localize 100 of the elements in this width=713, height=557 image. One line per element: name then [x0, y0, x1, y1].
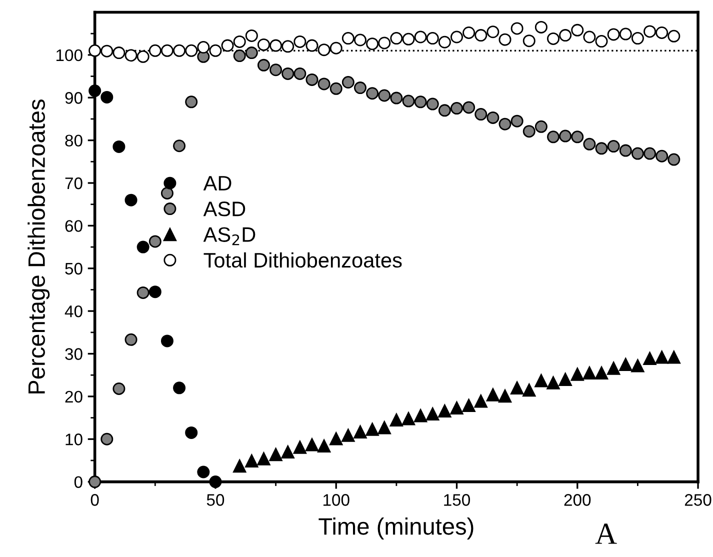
point: [402, 94, 415, 108]
point: [547, 130, 560, 144]
point: [318, 44, 330, 56]
point: [606, 362, 620, 375]
point: [124, 333, 138, 346]
x-tick-label: 0: [90, 494, 99, 506]
point: [462, 398, 476, 412]
point: [607, 140, 620, 153]
point: [136, 240, 150, 254]
point: [414, 30, 427, 44]
point: [257, 58, 270, 72]
point: [160, 334, 174, 348]
point: [438, 104, 451, 117]
point: [390, 413, 404, 427]
point: [124, 194, 138, 206]
point: [631, 32, 644, 45]
point: [282, 40, 294, 53]
y-tick-label: 70: [65, 177, 82, 190]
point: [342, 76, 354, 89]
point: [306, 73, 318, 86]
point: [136, 286, 150, 299]
point: [233, 50, 246, 62]
point: [644, 25, 656, 38]
y-tick-label: 20: [65, 390, 82, 403]
point: [510, 381, 524, 394]
point: [100, 44, 114, 58]
legend-label: ASD: [203, 202, 246, 216]
point: [354, 82, 366, 94]
point: [631, 359, 644, 372]
x-tick-label: 150: [444, 494, 470, 506]
point: [668, 153, 680, 166]
point: [462, 26, 476, 39]
point: [112, 382, 126, 395]
point: [558, 372, 572, 386]
point: [547, 32, 560, 45]
point: [583, 138, 596, 150]
point: [221, 39, 234, 52]
point: [185, 426, 198, 439]
point: [209, 44, 222, 57]
text: A: [595, 524, 617, 544]
point: [173, 140, 186, 152]
legend-label: AD: [203, 176, 232, 190]
point: [88, 476, 102, 488]
point: [390, 92, 403, 104]
point: [619, 144, 632, 157]
point: [318, 78, 330, 90]
point: [619, 28, 632, 40]
point: [668, 30, 680, 42]
point: [366, 422, 379, 436]
point: [390, 32, 403, 45]
point: [498, 118, 512, 130]
point: [306, 39, 318, 52]
point: [450, 102, 463, 115]
point: [185, 96, 198, 108]
point: [570, 368, 584, 381]
y-tick-label: 60: [65, 220, 82, 232]
x-axis-title: Time (minutes): [318, 517, 474, 540]
point: [173, 382, 186, 394]
point: [185, 44, 198, 57]
x-tick-label: 100: [323, 494, 350, 506]
point: [136, 50, 150, 63]
point: [173, 44, 186, 57]
point: [366, 87, 379, 100]
point: [462, 101, 476, 114]
x-tick-label: 50: [206, 494, 224, 506]
point: [571, 24, 584, 36]
point: [342, 32, 354, 45]
y-tick-label: 80: [65, 134, 82, 147]
point: [148, 235, 162, 248]
point: [486, 388, 500, 402]
y-tick-label: 0: [74, 476, 82, 488]
point: [270, 39, 282, 52]
point: [112, 140, 126, 153]
point: [270, 64, 282, 76]
point: [583, 30, 596, 44]
point: [245, 46, 258, 60]
point: [534, 374, 548, 388]
point: [366, 38, 379, 50]
y-tick-label: 100: [56, 49, 82, 62]
point: [209, 476, 222, 488]
point: [474, 108, 488, 121]
point: [88, 84, 102, 98]
point: [655, 350, 668, 364]
point: [257, 452, 270, 466]
point: [317, 439, 331, 453]
point: [100, 432, 114, 446]
point: [582, 366, 596, 380]
point: [378, 36, 391, 50]
point: [450, 30, 463, 44]
point: [414, 409, 428, 422]
point: [293, 440, 307, 454]
point: [160, 44, 174, 57]
y-tick-label: 50: [65, 262, 82, 275]
point: [522, 34, 536, 48]
point: [644, 147, 656, 160]
legend-label: Total Dithiobenzoates: [204, 252, 402, 268]
point: [534, 120, 548, 133]
y-tick-label: 40: [64, 305, 82, 318]
point: [510, 22, 524, 35]
point: [402, 412, 416, 426]
